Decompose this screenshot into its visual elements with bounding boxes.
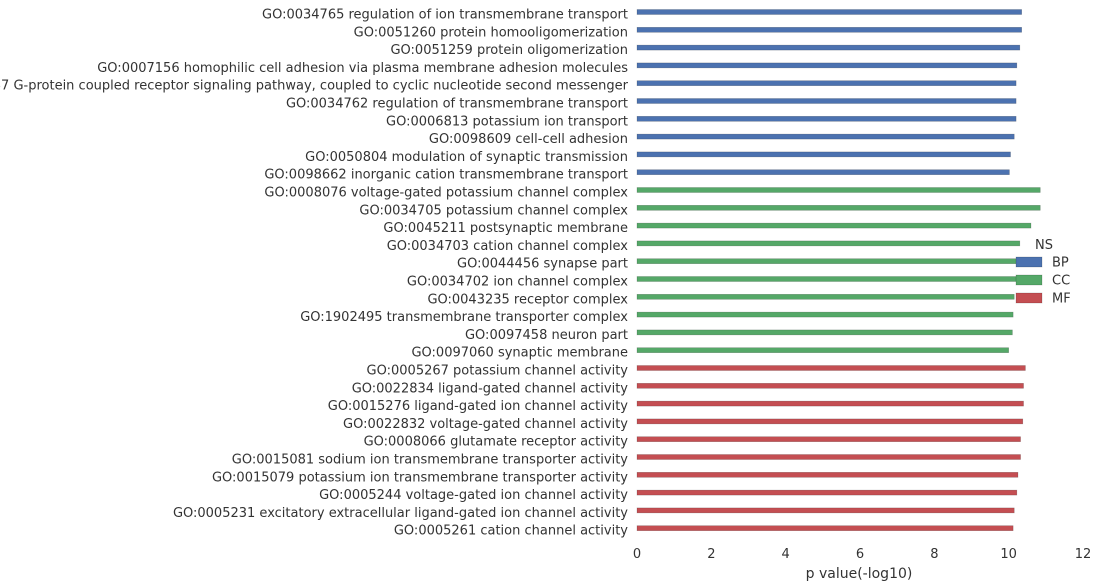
legend-title: NS (1035, 238, 1053, 253)
bar-bp-5 (636, 98, 1017, 104)
x-axis-label: p value(-log10) (806, 566, 913, 582)
category-label-11: GO:0034705 potassium channel complex (359, 203, 628, 218)
bar-cc-14 (636, 258, 1019, 265)
category-label-26: GO:0015079 potassium ion transmembrane t… (212, 470, 628, 485)
bar-mf-24 (636, 436, 1021, 443)
bar-bp-9 (636, 169, 1010, 175)
category-label-19: GO:0097060 synaptic membrane (411, 346, 628, 361)
legend-label-bp: BP (1052, 256, 1069, 271)
bar-cc-19 (636, 347, 1009, 354)
category-label-14: GO:0044456 synapse part (457, 257, 628, 272)
category-label-18: GO:0097458 neuron part (465, 328, 628, 343)
category-label-2: GO:0051259 protein oligomerization (390, 43, 628, 58)
category-labels: GO:0034765 regulation of ion transmembra… (0, 8, 629, 539)
bar-bp-2 (636, 44, 1021, 51)
category-label-10: GO:0008076 voltage-gated potassium chann… (264, 186, 628, 201)
bars-layer (636, 9, 1041, 532)
category-label-3: GO:0007156 homophilic cell adhesion via … (97, 61, 628, 76)
bar-cc-18 (636, 329, 1013, 336)
category-label-13: GO:0034703 cation channel complex (387, 239, 629, 254)
bar-cc-16 (636, 293, 1015, 300)
bar-mf-26 (636, 471, 1019, 478)
legend-label-mf: MF (1052, 292, 1071, 307)
category-label-28: GO:0005231 excitatory extracellular liga… (173, 506, 628, 521)
bar-bp-8 (636, 151, 1011, 158)
x-tick-label-6: 12 (1075, 547, 1092, 562)
bar-mf-20 (636, 365, 1026, 371)
category-label-6: GO:0006813 potassium ion transport (386, 114, 628, 129)
category-label-23: GO:0022832 voltage-gated channel activit… (343, 417, 628, 432)
x-tick-label-4: 8 (930, 547, 938, 562)
legend-entries: BP CC MF (1015, 256, 1071, 307)
bar-cc-15 (636, 276, 1019, 282)
category-label-29: GO:0005261 cation channel activity (394, 524, 628, 539)
category-label-4: GO:0007187 G-protein coupled receptor si… (0, 79, 629, 94)
bar-cc-10 (636, 187, 1041, 193)
bar-bp-6 (636, 116, 1017, 122)
category-label-17: GO:1902495 transmembrane transporter com… (300, 310, 628, 325)
bar-mf-28 (636, 507, 1015, 514)
bar-cc-11 (636, 205, 1041, 211)
x-tick-label-0: 0 (633, 547, 641, 562)
category-label-8: GO:0050804 modulation of synaptic transm… (305, 150, 628, 165)
bar-bp-1 (636, 26, 1022, 33)
legend-swatch-bp (1015, 256, 1043, 268)
bar-bp-4 (636, 80, 1017, 86)
category-label-1: GO:0051260 protein homooligomerization (354, 25, 628, 40)
bar-mf-27 (636, 489, 1018, 496)
bar-cc-13 (636, 240, 1021, 247)
bar-mf-21 (636, 382, 1024, 389)
category-label-25: GO:0015081 sodium ion transmembrane tran… (232, 453, 628, 468)
bar-mf-25 (636, 454, 1021, 460)
category-label-24: GO:0008066 glutamate receptor activity (364, 435, 629, 450)
bar-bp-3 (636, 62, 1018, 69)
category-label-12: GO:0045211 postsynaptic membrane (383, 221, 628, 236)
legend: NS BP CC MF (1015, 238, 1071, 307)
category-label-20: GO:0005267 potassium channel activity (367, 364, 629, 379)
legend-swatch-cc (1015, 274, 1043, 286)
bar-mf-22 (636, 400, 1024, 407)
category-label-21: GO:0022834 ligand-gated channel activity (352, 381, 629, 396)
bar-cc-17 (636, 311, 1014, 318)
bar-bp-7 (636, 133, 1015, 140)
x-tick-label-5: 10 (1000, 547, 1017, 562)
category-label-0: GO:0034765 regulation of ion transmembra… (262, 8, 628, 23)
bar-bp-0 (636, 9, 1022, 15)
category-label-22: GO:0015276 ligand-gated ion channel acti… (328, 399, 629, 414)
bar-mf-23 (636, 418, 1024, 425)
bar-cc-12 (636, 222, 1032, 229)
bar-mf-29 (636, 525, 1014, 532)
category-label-5: GO:0034762 regulation of transmembrane t… (286, 97, 628, 112)
x-tick-label-1: 2 (707, 547, 715, 562)
x-tick-label-3: 6 (856, 547, 864, 562)
category-label-7: GO:0098609 cell-cell adhesion (429, 132, 628, 147)
category-label-16: GO:0043235 receptor complex (427, 292, 628, 307)
category-label-27: GO:0005244 voltage-gated ion channel act… (319, 488, 628, 503)
x-tick-label-2: 4 (782, 547, 790, 562)
legend-swatch-mf (1015, 292, 1043, 304)
x-axis-ticks: 0 2 4 6 8 10 12 (633, 547, 1091, 562)
legend-label-cc: CC (1052, 274, 1070, 289)
category-label-9: GO:0098662 inorganic cation transmembran… (264, 168, 628, 183)
category-label-15: GO:0034702 ion channel complex (407, 275, 628, 290)
